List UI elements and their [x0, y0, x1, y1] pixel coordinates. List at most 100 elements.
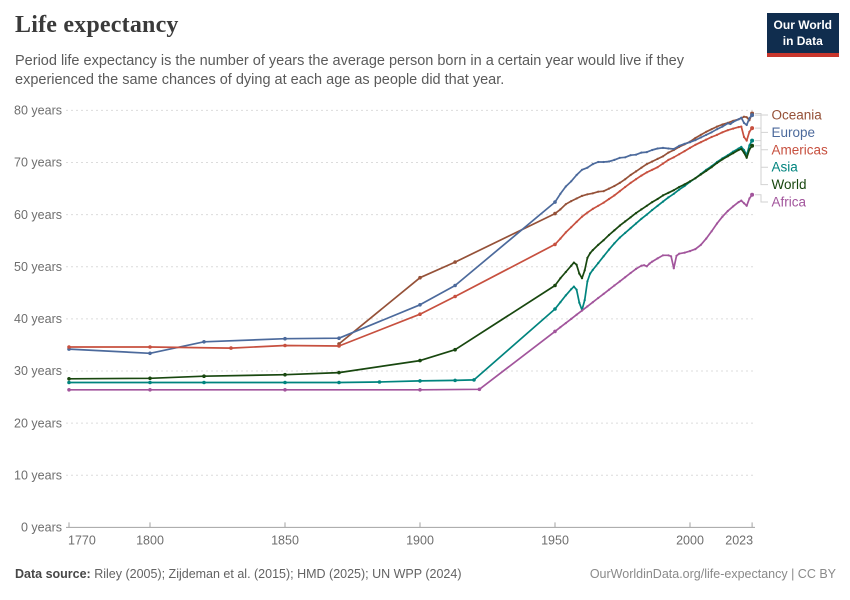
data-point-oceania-1952 — [559, 208, 562, 211]
data-point-africa-1983 — [643, 264, 646, 267]
data-point-americas-2019 — [740, 125, 743, 128]
data-point-americas-1870 — [337, 344, 341, 348]
data-point-americas-2016 — [732, 127, 735, 130]
data-point-americas-1800 — [148, 345, 152, 349]
data-point-europe-2019 — [740, 116, 743, 119]
data-point-oceania-1990 — [661, 155, 665, 158]
data-point-world-1956 — [570, 264, 573, 267]
data-point-africa-1998 — [683, 251, 686, 254]
data-point-americas-2010 — [715, 133, 719, 136]
data-point-africa-1976 — [624, 276, 627, 279]
data-point-africa-1988 — [656, 257, 659, 260]
data-point-africa-1992 — [667, 254, 670, 257]
data-point-world-1984 — [645, 204, 648, 207]
data-source-label: Data source: — [15, 567, 91, 581]
data-point-europe-2016 — [732, 120, 735, 123]
data-point-americas-1972 — [613, 194, 616, 197]
data-point-asia-1913 — [453, 378, 457, 383]
data-point-africa-2019 — [740, 199, 743, 202]
data-point-asia-1988 — [656, 204, 659, 207]
data-point-europe-1800 — [148, 351, 152, 356]
legend-label-africa[interactable]: Africa — [772, 195, 807, 210]
data-point-oceania-2004 — [699, 133, 702, 136]
legend-label-world[interactable]: World — [772, 177, 807, 192]
y-axis-label-30: 30 years — [14, 364, 62, 378]
series-line-africa[interactable] — [68, 193, 753, 391]
data-point-asia-1959 — [578, 301, 581, 304]
legend-label-europe[interactable]: Europe — [772, 125, 816, 140]
y-axis-label-0: 0 years — [21, 521, 62, 535]
data-point-asia-2022 — [748, 144, 751, 147]
data-point-world-1959 — [578, 272, 581, 275]
data-point-africa-1962 — [586, 305, 589, 308]
data-point-oceania-1954 — [564, 203, 567, 206]
data-point-world-1800 — [148, 376, 152, 381]
data-point-europe-1870 — [337, 336, 341, 341]
owid-logo[interactable]: Our World in Data — [766, 13, 839, 58]
data-point-africa-2008 — [710, 230, 713, 233]
data-point-oceania-2021 — [745, 116, 748, 119]
y-axis-label-10: 10 years — [14, 468, 62, 482]
line-chart: 0 years 10 years 20 years 30 years 40 years 5… — [14, 104, 829, 548]
data-point-oceania-1988 — [656, 157, 659, 160]
data-point-world-2023 — [750, 143, 755, 148]
legend-connector-europe — [755, 114, 768, 133]
data-point-europe-1976 — [624, 156, 627, 159]
data-point-americas-1982 — [640, 174, 643, 177]
data-point-asia-1990 — [661, 200, 665, 203]
data-point-oceania-1972 — [613, 184, 616, 188]
data-point-asia-1978 — [629, 227, 632, 230]
data-point-europe-2010 — [715, 128, 719, 131]
data-point-africa-1993 — [670, 255, 673, 258]
data-point-europe-1994 — [672, 147, 675, 151]
data-point-world-2002 — [694, 177, 697, 180]
series-line-asia[interactable] — [68, 139, 753, 384]
data-point-americas-1998 — [683, 150, 686, 153]
data-point-europe-1978 — [629, 154, 632, 157]
data-point-americas-1988 — [656, 166, 659, 169]
data-point-oceania-1913 — [453, 260, 457, 264]
data-point-asia-1986 — [651, 208, 654, 212]
series-line-americas[interactable] — [68, 125, 753, 349]
legend-label-americas[interactable]: Americas — [772, 142, 829, 157]
data-point-oceania-1956 — [570, 200, 573, 203]
data-point-world-1972 — [613, 229, 616, 232]
data-point-americas-1964 — [591, 207, 594, 210]
data-point-africa-1960 — [580, 309, 584, 312]
data-point-americas-2021 — [745, 139, 748, 142]
legend-label-asia[interactable]: Asia — [772, 160, 799, 175]
x-axis-label-1770: 1770 — [68, 533, 96, 547]
series-line-world[interactable] — [68, 144, 753, 380]
data-point-asia-1980 — [634, 222, 638, 225]
x-axis-label-2023: 2023 — [725, 533, 753, 547]
data-point-asia-1996 — [678, 188, 681, 191]
data-point-europe-2023 — [750, 113, 755, 118]
legend-label-oceania[interactable]: Oceania — [772, 108, 823, 123]
data-point-world-1963 — [589, 252, 592, 255]
data-point-africa-2010 — [715, 222, 719, 225]
data-point-oceania-2012 — [721, 123, 724, 126]
data-point-asia-1885 — [377, 380, 382, 384]
data-point-americas-1850 — [283, 343, 287, 348]
data-point-europe-2022 — [748, 117, 751, 120]
data-point-americas-1952 — [559, 237, 562, 240]
data-point-world-2016 — [732, 152, 735, 155]
data-point-world-1980 — [634, 212, 638, 215]
y-axis-label-60: 60 years — [14, 208, 62, 222]
data-point-africa-1954 — [564, 322, 567, 325]
x-axis-label-1800: 1800 — [136, 533, 164, 547]
data-point-americas-1913 — [453, 294, 457, 299]
data-point-world-2018 — [737, 148, 740, 152]
credit-link[interactable]: OurWorldinData.org/life-expectancy | CC … — [589, 567, 836, 581]
data-point-world-1960 — [580, 277, 584, 280]
data-point-americas-1990 — [661, 162, 665, 165]
data-point-world-1820 — [202, 374, 206, 379]
data-point-asia-1870 — [337, 380, 341, 385]
data-point-africa-1956 — [570, 317, 573, 320]
data-point-europe-1996 — [678, 144, 681, 147]
data-point-world-1970 — [607, 233, 611, 237]
data-point-americas-1974 — [618, 190, 621, 193]
data-point-asia-1963 — [589, 272, 592, 275]
data-point-oceania-1992 — [667, 151, 670, 154]
